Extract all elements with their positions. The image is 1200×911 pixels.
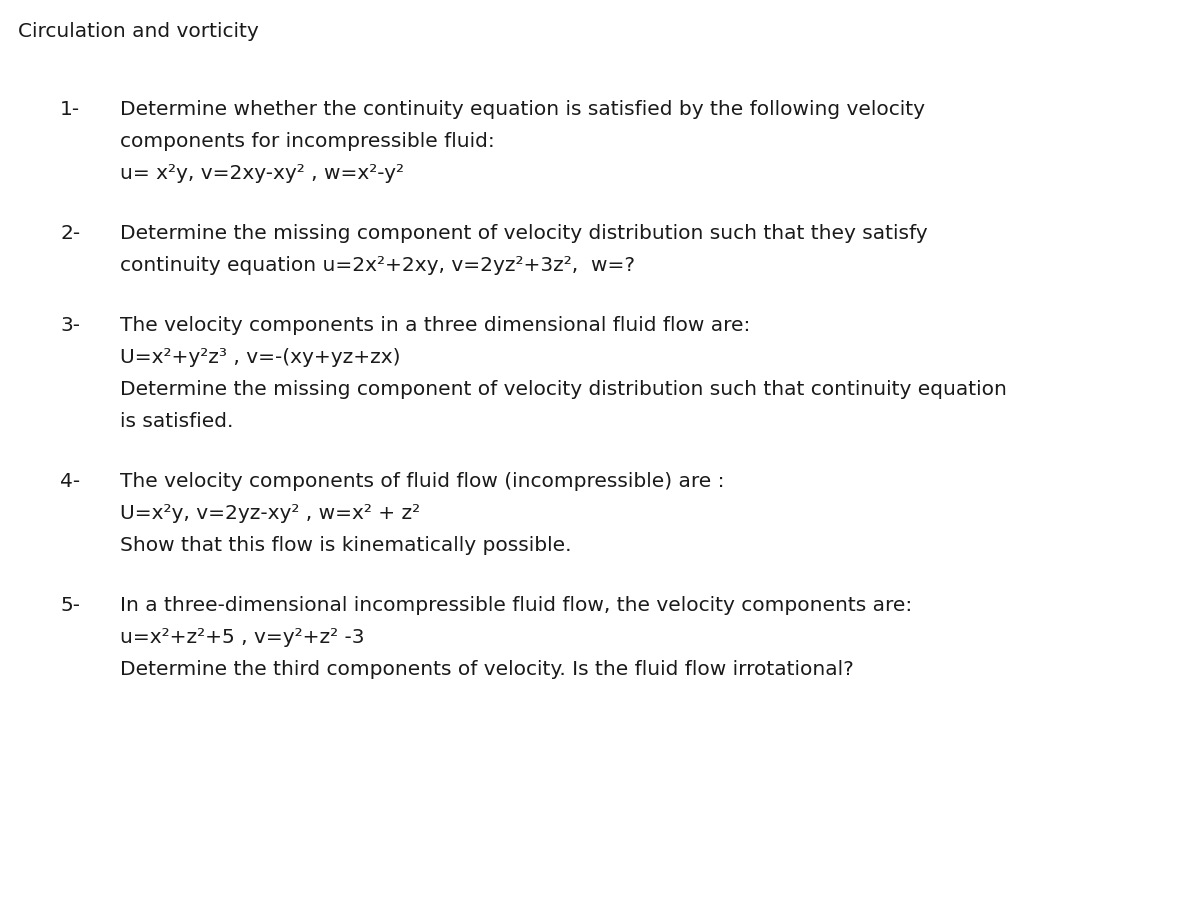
Text: Determine whether the continuity equation is satisfied by the following velocity: Determine whether the continuity equatio… [120,100,925,118]
Text: is satisfied.: is satisfied. [120,412,233,431]
Text: Determine the missing component of velocity distribution such that continuity eq: Determine the missing component of veloc… [120,380,1007,399]
Text: The velocity components in a three dimensional fluid flow are:: The velocity components in a three dimen… [120,315,750,334]
Text: components for incompressible fluid:: components for incompressible fluid: [120,132,494,151]
Text: U=x²y, v=2yz-xy² , w=x² + z²: U=x²y, v=2yz-xy² , w=x² + z² [120,504,420,522]
Text: u= x²y, v=2xy-xy² , w=x²-y²: u= x²y, v=2xy-xy² , w=x²-y² [120,164,404,183]
Text: 3-: 3- [60,315,80,334]
Text: Show that this flow is kinematically possible.: Show that this flow is kinematically pos… [120,536,571,555]
Text: u=x²+z²+5 , v=y²+z² -3: u=x²+z²+5 , v=y²+z² -3 [120,628,365,646]
Text: In a three-dimensional incompressible fluid flow, the velocity components are:: In a three-dimensional incompressible fl… [120,596,912,614]
Text: Determine the missing component of velocity distribution such that they satisfy: Determine the missing component of veloc… [120,224,928,242]
Text: 1-: 1- [60,100,80,118]
Text: Circulation and vorticity: Circulation and vorticity [18,22,259,41]
Text: continuity equation u=2x²+2xy, v=2yz²+3z²,  w=?: continuity equation u=2x²+2xy, v=2yz²+3z… [120,256,635,275]
Text: The velocity components of fluid flow (incompressible) are :: The velocity components of fluid flow (i… [120,472,725,490]
Text: 2-: 2- [60,224,80,242]
Text: Determine the third components of velocity. Is the fluid flow irrotational?: Determine the third components of veloci… [120,660,853,679]
Text: 5-: 5- [60,596,80,614]
Text: U=x²+y²z³ , v=-(xy+yz+zx): U=x²+y²z³ , v=-(xy+yz+zx) [120,348,401,366]
Text: 4-: 4- [60,472,80,490]
